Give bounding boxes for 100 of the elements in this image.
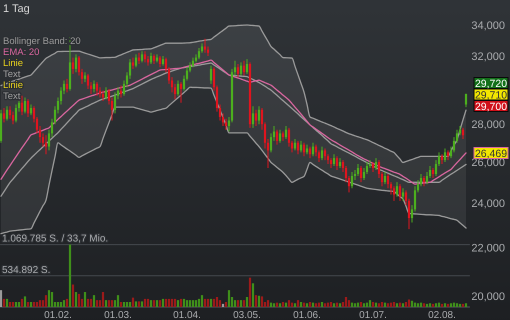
candlestick [198, 48, 200, 60]
bar [138, 301, 140, 307]
x-tick-label: 01.07. [359, 310, 387, 320]
bar [78, 294, 80, 307]
text: EMA: 20 [3, 47, 40, 58]
candlestick [24, 97, 26, 114]
candlestick [306, 144, 308, 155]
bar [86, 298, 90, 307]
bar [8, 302, 12, 307]
bar [300, 302, 302, 307]
candlestick [242, 60, 246, 76]
bar [224, 302, 228, 307]
bar [30, 302, 32, 307]
bar [326, 302, 330, 307]
bar [320, 302, 324, 307]
candlestick [150, 52, 152, 65]
candlestick [296, 140, 300, 155]
bar [234, 300, 236, 307]
bar [318, 302, 320, 307]
bar [368, 300, 372, 307]
candlestick [360, 166, 362, 183]
bar [84, 292, 86, 307]
bar [18, 302, 20, 307]
bar [356, 302, 360, 307]
candlestick [278, 129, 282, 144]
bar [38, 300, 42, 307]
bar [50, 292, 54, 307]
bar [228, 290, 230, 307]
candlestick [14, 104, 18, 123]
x-tick-label: 01.02. [44, 310, 72, 320]
candlestick [134, 54, 138, 68]
bar [128, 302, 132, 307]
bar [156, 300, 158, 307]
candlestick [210, 65, 212, 84]
bar [392, 302, 396, 307]
bar [174, 298, 176, 307]
bar [414, 302, 416, 307]
candlestick [308, 146, 312, 159]
bar [12, 302, 14, 307]
bar [248, 278, 252, 307]
candlestick [440, 154, 444, 165]
bar [246, 297, 248, 307]
bar [218, 300, 222, 307]
bar [66, 298, 68, 307]
line-series [0, 86, 467, 234]
bar [62, 300, 66, 307]
text: 26,469 [474, 148, 508, 160]
bar [134, 301, 138, 307]
bar [144, 298, 146, 307]
bar [194, 300, 198, 307]
candlestick [462, 127, 464, 140]
candlestick [336, 156, 338, 170]
y-tick-label: 24,000 [471, 198, 505, 210]
ref-line-label: 1.069.785 S. / 33,7 Mio. [2, 234, 108, 245]
bar [24, 296, 26, 307]
candlestick [396, 182, 398, 198]
bar [380, 302, 384, 307]
bar [74, 292, 78, 307]
bar [162, 298, 164, 307]
candlestick [330, 158, 332, 168]
bar [296, 300, 300, 307]
bar [210, 298, 212, 307]
candlestick [26, 98, 30, 118]
candlestick [332, 154, 336, 166]
bar [126, 302, 128, 307]
bar [170, 298, 174, 307]
bar [260, 296, 264, 307]
candlestick [74, 54, 78, 73]
candlestick [240, 62, 242, 76]
candlestick [2, 108, 6, 123]
candlestick [162, 55, 164, 66]
candlestick [302, 142, 306, 157]
bar [290, 302, 294, 307]
bar [200, 295, 204, 307]
candlestick [432, 167, 434, 179]
bar [188, 300, 192, 307]
candlestick [152, 54, 156, 65]
text: Bollinger Band: 20 [3, 36, 81, 47]
bar [104, 300, 108, 307]
bar [0, 290, 2, 307]
candlestick [30, 104, 32, 116]
bar [206, 298, 210, 307]
bar [26, 302, 30, 307]
candlestick [284, 126, 288, 140]
y-tick-label: 28,000 [471, 119, 505, 132]
bar [348, 300, 350, 307]
bar [236, 300, 240, 307]
ref-line-label: 534.892 S. [2, 264, 50, 276]
bar [452, 302, 456, 307]
chart-title: 1 Tag [3, 3, 30, 15]
text: 29,700 [474, 101, 508, 113]
bar [212, 298, 216, 307]
x-tick-label: 01.03. [104, 310, 132, 320]
bar [384, 302, 386, 307]
bar [32, 302, 36, 307]
annotation: Text [3, 69, 21, 80]
bar [44, 295, 48, 307]
bar [366, 302, 368, 307]
bar [108, 300, 110, 307]
bar [374, 302, 378, 307]
